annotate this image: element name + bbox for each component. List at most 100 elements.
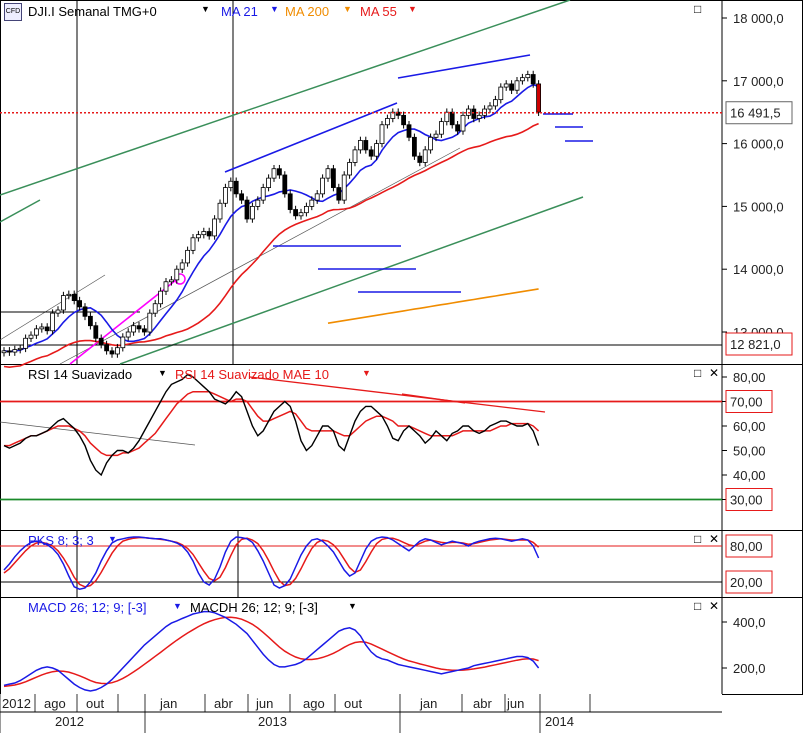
rsi-panel-maximize-button[interactable]: □ bbox=[694, 366, 702, 380]
candle-body bbox=[7, 350, 12, 353]
ma55-legend[interactable]: MA 55 bbox=[360, 4, 397, 19]
macd-line bbox=[3, 610, 540, 692]
ma55-line bbox=[3, 122, 539, 369]
candle-body bbox=[125, 331, 131, 338]
last-price-label: 16 491,5 bbox=[730, 106, 781, 121]
candle-body bbox=[449, 111, 455, 126]
candle-body bbox=[428, 136, 434, 151]
month-tick-label: out bbox=[344, 696, 362, 711]
candle-body bbox=[417, 155, 423, 163]
candle-body bbox=[401, 114, 407, 126]
title-dropdown-icon[interactable]: ▼ bbox=[201, 4, 210, 14]
rsi-legend[interactable]: RSI 14 Suavizado bbox=[28, 367, 133, 382]
macd-dropdown-icon[interactable]: ▼ bbox=[173, 601, 182, 611]
candle-body bbox=[266, 177, 272, 188]
candle-body bbox=[363, 140, 369, 151]
stoch-80-label-box bbox=[725, 534, 773, 558]
candle-body bbox=[411, 136, 417, 157]
month-tick-label: 2012 bbox=[2, 696, 31, 711]
candle-body bbox=[471, 108, 477, 119]
ma21-legend[interactable]: MA 21 bbox=[221, 4, 258, 19]
ma21-dropdown-icon[interactable]: ▼ bbox=[270, 4, 279, 14]
instrument-title[interactable]: DJI.I Semanal TMG+0 bbox=[28, 4, 157, 19]
ma200-dropdown-icon[interactable]: ▼ bbox=[343, 4, 352, 14]
candle-body bbox=[174, 268, 180, 281]
macd-panel-maximize-button[interactable]: □ bbox=[694, 599, 702, 613]
candle-body bbox=[23, 337, 29, 349]
rsi-panel-frame bbox=[0, 364, 803, 531]
rsi-70-label-box bbox=[725, 390, 773, 413]
candle-body bbox=[514, 80, 520, 91]
stoch-80-label: 80,00 bbox=[730, 539, 763, 554]
candle-body bbox=[152, 303, 158, 314]
month-tick-label: out bbox=[86, 696, 104, 711]
candle-body bbox=[217, 202, 223, 220]
macd-panel-close-button[interactable]: ✕ bbox=[709, 599, 720, 613]
stoch-legend[interactable]: PKS 8; 3; 3 bbox=[28, 533, 94, 548]
month-tick-label: jan bbox=[419, 696, 437, 711]
ma200-legend[interactable]: MA 200 bbox=[285, 4, 330, 19]
candle-body bbox=[98, 337, 104, 345]
rsi-mae-dropdown-icon[interactable]: ▼ bbox=[362, 368, 371, 378]
price-tick-label: 15 000,0 bbox=[733, 199, 784, 214]
macd-legend[interactable]: MACD 26; 12; 9; [-3] bbox=[28, 600, 147, 615]
month-tick-label: abr bbox=[473, 696, 492, 711]
macdh-dropdown-icon[interactable]: ▼ bbox=[348, 601, 357, 611]
macdh-legend[interactable]: MACDH 26; 12; 9; [-3] bbox=[190, 600, 318, 615]
candle-body bbox=[39, 326, 45, 330]
candle-body bbox=[406, 124, 412, 138]
stoch-dropdown-icon[interactable]: ▼ bbox=[108, 534, 117, 544]
stoch-panel-maximize-button[interactable]: □ bbox=[694, 532, 702, 546]
candle-body bbox=[347, 162, 353, 176]
candle-body bbox=[460, 114, 466, 132]
candle-body bbox=[287, 193, 293, 210]
price-tick-label: 16 000,0 bbox=[733, 137, 784, 152]
chart-icon: CFD bbox=[4, 3, 22, 21]
candle-body bbox=[309, 199, 315, 207]
candle-body bbox=[93, 325, 99, 339]
month-tick-label: ago bbox=[303, 696, 325, 711]
candle-body bbox=[239, 193, 245, 201]
candle-body bbox=[17, 347, 23, 350]
rsi-panel-close-button[interactable]: ✕ bbox=[709, 366, 720, 380]
candle-body bbox=[325, 168, 331, 179]
rsi-30-label: 30,00 bbox=[730, 493, 763, 508]
candle-body bbox=[282, 174, 288, 195]
candle-body bbox=[536, 83, 541, 113]
year-tick-label: 2013 bbox=[258, 714, 287, 729]
candle-body bbox=[260, 187, 266, 201]
candle-body bbox=[195, 234, 201, 239]
candle-body bbox=[498, 86, 504, 101]
macd-signal-line bbox=[3, 616, 539, 688]
month-tick-label: abr bbox=[214, 696, 233, 711]
candle-body bbox=[115, 347, 120, 355]
candle-body bbox=[34, 328, 39, 336]
level-label-box bbox=[725, 332, 793, 356]
candle-body bbox=[104, 344, 109, 352]
candle-body bbox=[384, 118, 390, 126]
candle-body bbox=[476, 114, 482, 119]
rsi-mae-legend[interactable]: RSI 14 Suavizado MAE 10 bbox=[175, 367, 329, 382]
rsi-tick-label: 80,00 bbox=[733, 370, 766, 385]
candle-body bbox=[158, 290, 164, 305]
candle-body bbox=[136, 325, 142, 330]
candle-body bbox=[433, 133, 439, 138]
candle-body bbox=[28, 334, 34, 339]
stoch-panel-close-button[interactable]: ✕ bbox=[709, 532, 720, 546]
rsi-divergence-line bbox=[401, 393, 466, 404]
ma55-dropdown-icon[interactable]: ▼ bbox=[408, 4, 417, 14]
month-tick-label: jun bbox=[255, 696, 273, 711]
level-label: 12 821,0 bbox=[730, 337, 781, 352]
rsi-dropdown-icon[interactable]: ▼ bbox=[158, 368, 167, 378]
candle-body bbox=[12, 349, 18, 353]
rsi-mae-line bbox=[4, 390, 540, 457]
macd-tick-label: 400,0 bbox=[733, 615, 766, 630]
candle-body bbox=[368, 149, 374, 157]
candle-body bbox=[438, 121, 444, 135]
month-tick-label: ago bbox=[44, 696, 66, 711]
stoch-panel-frame bbox=[0, 530, 803, 598]
candle-body bbox=[503, 83, 509, 88]
stoch-20-label: 20,00 bbox=[730, 575, 763, 590]
price-panel-maximize-button[interactable]: □ bbox=[694, 2, 702, 16]
candle-body bbox=[303, 205, 309, 214]
